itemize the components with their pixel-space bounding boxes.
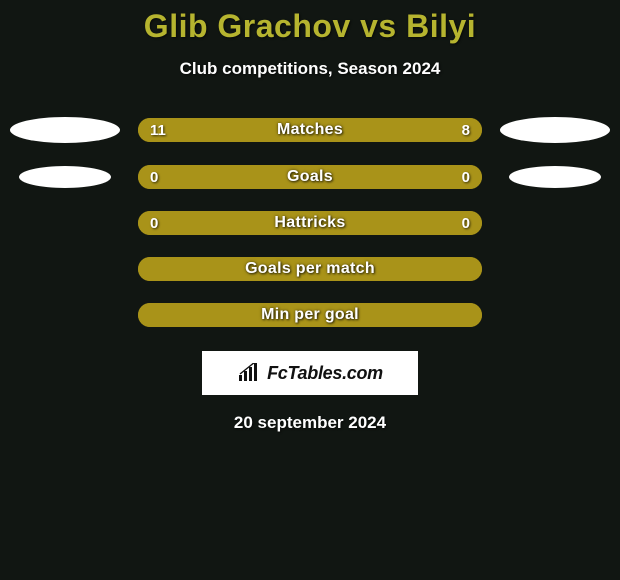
stat-label: Min per goal xyxy=(138,303,482,327)
stat-bar: Min per goal xyxy=(138,303,482,327)
stat-right-value: 0 xyxy=(450,211,482,235)
stat-bar: 11 Matches 8 xyxy=(138,118,482,142)
comparison-infographic: Glib Grachov vs Bilyi Club competitions,… xyxy=(0,0,620,580)
stat-label: Matches xyxy=(138,118,482,142)
stat-bar: 0 Goals 0 xyxy=(138,165,482,189)
stat-label: Hattricks xyxy=(138,211,482,235)
stat-right-value: 0 xyxy=(450,165,482,189)
stat-right-value xyxy=(458,257,482,281)
stat-label: Goals xyxy=(138,165,482,189)
team-left-ellipse xyxy=(10,117,120,143)
brand-box: FcTables.com xyxy=(202,351,418,395)
right-ellipse-slot xyxy=(500,117,610,143)
stat-row: Goals per match xyxy=(0,257,620,281)
brand-text: FcTables.com xyxy=(267,363,383,384)
date-text: 20 september 2024 xyxy=(0,413,620,433)
right-ellipse-slot xyxy=(500,166,610,188)
stat-label: Goals per match xyxy=(138,257,482,281)
stat-row: 0 Hattricks 0 xyxy=(0,211,620,235)
team-right-ellipse-small xyxy=(509,166,601,188)
left-ellipse-slot xyxy=(10,166,120,188)
stat-right-value xyxy=(458,303,482,327)
bars-icon xyxy=(237,363,261,383)
team-left-ellipse-small xyxy=(19,166,111,188)
left-ellipse-slot xyxy=(10,117,120,143)
stat-bar: 0 Hattricks 0 xyxy=(138,211,482,235)
subtitle: Club competitions, Season 2024 xyxy=(0,59,620,79)
stat-row: Min per goal xyxy=(0,303,620,327)
stat-bar: Goals per match xyxy=(138,257,482,281)
stat-row: 11 Matches 8 xyxy=(0,117,620,143)
team-right-ellipse xyxy=(500,117,610,143)
stat-row: 0 Goals 0 xyxy=(0,165,620,189)
stat-rows: 11 Matches 8 0 Goals 0 xyxy=(0,117,620,327)
stat-right-value: 8 xyxy=(450,118,482,142)
page-title: Glib Grachov vs Bilyi xyxy=(0,0,620,45)
